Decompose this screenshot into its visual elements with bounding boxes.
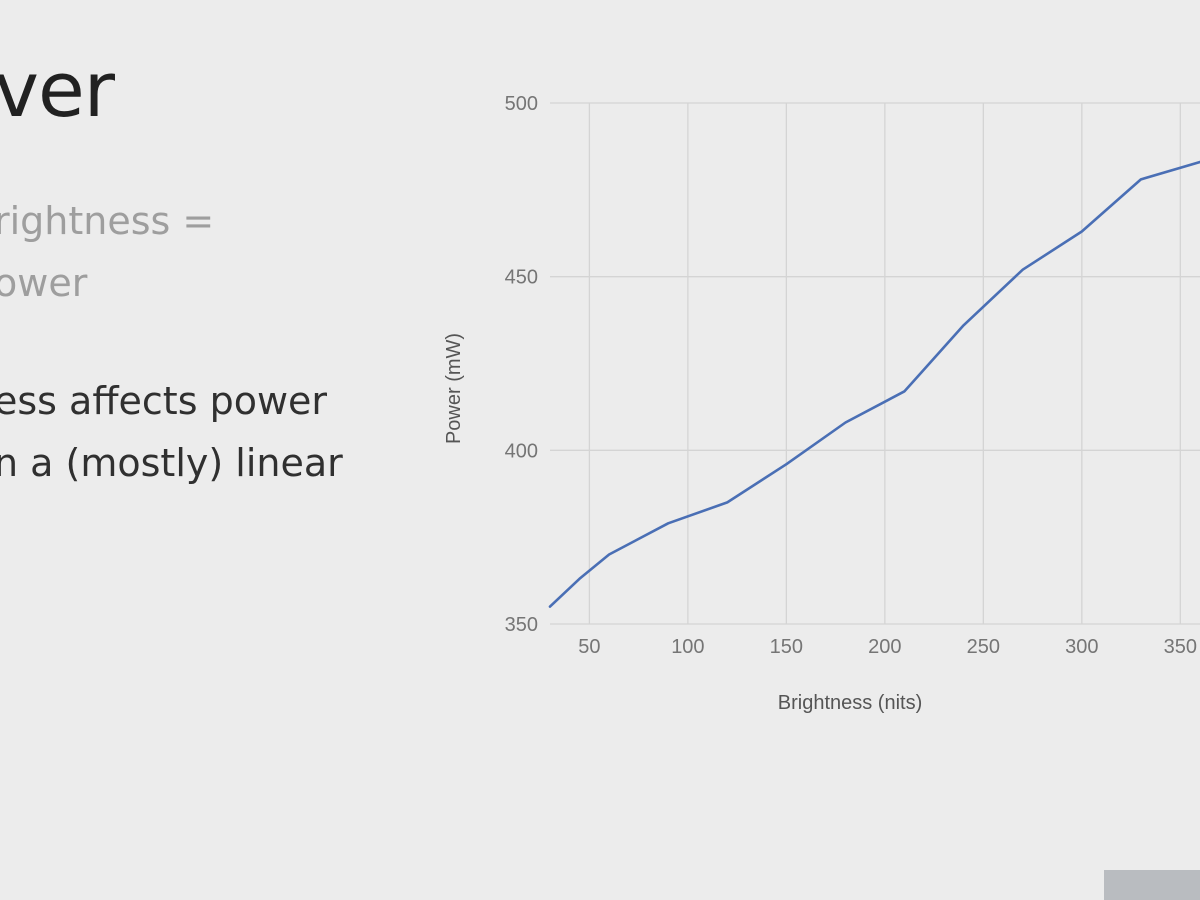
series-line <box>548 160 1200 608</box>
chart-grid <box>550 102 1200 625</box>
chart-ticks: 350 400 450 500 50 100 150 200 250 300 350 <box>505 93 1197 658</box>
x-tick-label: 150 <box>770 636 803 658</box>
x-tick-label: 250 <box>967 636 1000 658</box>
chart-series <box>548 160 1200 608</box>
x-tick-label: 350 <box>1164 636 1197 658</box>
x-axis-title: Brightness (nits) <box>778 692 923 714</box>
slide-body: ess affects power n a (mostly) linear <box>0 370 343 494</box>
x-tick-label: 100 <box>671 636 704 658</box>
y-axis-title: Power (mW) <box>443 333 465 444</box>
y-tick-label: 500 <box>505 93 538 115</box>
body-line-1: ess affects power <box>0 379 328 423</box>
x-tick-label: 50 <box>578 636 600 658</box>
x-tick-label: 200 <box>868 636 901 658</box>
line-chart: 350 400 450 500 50 100 150 200 250 300 350 Brightn… <box>443 93 1200 714</box>
subtitle-line-1: rightness = <box>0 199 215 243</box>
body-line-2: n a (mostly) linear <box>0 441 343 485</box>
slide-title: ver <box>0 45 115 134</box>
subtitle-line-2: ower <box>0 261 88 305</box>
x-tick-label: 300 <box>1065 636 1098 658</box>
slide-corner-block <box>1104 870 1200 900</box>
chart-container: 350 400 450 500 50 100 150 200 250 300 350 Brightn… <box>420 70 1200 730</box>
slide-subtitle: rightness = ower <box>0 190 214 314</box>
y-tick-label: 350 <box>505 614 538 636</box>
y-tick-label: 450 <box>505 267 538 289</box>
y-tick-label: 400 <box>505 440 538 462</box>
